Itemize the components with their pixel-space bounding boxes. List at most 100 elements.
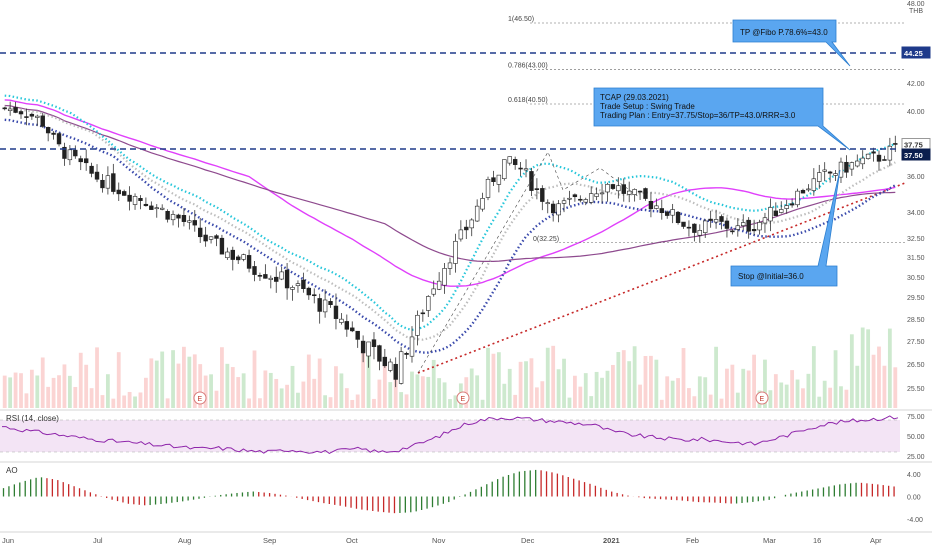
volume-bar (133, 396, 137, 408)
volume-bar (703, 377, 708, 408)
candle-body (301, 279, 306, 290)
volume-bar (317, 358, 322, 408)
volume-bar (404, 394, 409, 408)
candle-body (2, 107, 7, 110)
price-badge-box (901, 148, 931, 161)
candle-body (442, 268, 447, 286)
candle-body (757, 222, 762, 231)
candle-body (143, 203, 149, 207)
trendline-red (417, 182, 906, 374)
candle-body (154, 207, 159, 210)
volume-bar (773, 374, 778, 408)
volume-bar (594, 371, 599, 408)
volume-bar (502, 383, 507, 408)
candle-body (225, 251, 230, 259)
price-badge-label: 44.25 (904, 49, 923, 58)
candle-body (67, 149, 73, 161)
candle-body (692, 223, 697, 233)
volume-bar (687, 388, 691, 408)
volume-bar (779, 382, 784, 408)
candle-body (208, 236, 214, 240)
trade-plan-callout-line: TCAP (29.03.2021) (600, 93, 669, 102)
ma-dotted (4, 94, 896, 332)
candle-body (51, 132, 56, 135)
volume-bar (437, 378, 442, 408)
price-tick-label: 34.00 (907, 210, 925, 217)
candle-body (328, 301, 333, 305)
candle-body (40, 115, 45, 127)
volume-bar (453, 395, 458, 408)
trade-plan-callout-line: Trade Setup : Swing Trade (600, 102, 695, 111)
tp-callout-box (732, 19, 851, 67)
candle-body (545, 202, 550, 205)
price-badge: 44.25 (901, 46, 931, 59)
volume-bar (524, 361, 528, 408)
volume-bar (393, 370, 398, 408)
candle-body (616, 185, 621, 192)
trade-plan-callout-line: Trading Plan : Entry=37.75/Stop=36/TP=43… (600, 111, 796, 120)
volume-bar (127, 391, 132, 408)
ao-tick-label: 4.00 (907, 472, 921, 479)
candle-body (132, 196, 138, 205)
volume-bar (46, 386, 51, 408)
candle-body (556, 203, 561, 216)
volume-bar (214, 390, 219, 408)
volume-bar (752, 354, 756, 408)
candle-body (170, 214, 176, 221)
volume-bar (13, 372, 18, 408)
volume-bar (339, 373, 344, 408)
volume-bar (372, 398, 376, 408)
volume-bar (8, 377, 13, 408)
candle-body (621, 184, 626, 194)
volume-bar (811, 346, 816, 408)
volume-bar (241, 373, 246, 408)
candle-body (339, 318, 344, 323)
volume-bar (73, 386, 78, 408)
volume-bar (116, 352, 121, 408)
candle-body (241, 254, 246, 260)
candle-body (89, 165, 94, 174)
volume-bar (719, 398, 724, 408)
candle-body (268, 277, 274, 280)
volume-bar (306, 354, 311, 408)
candle-body (610, 184, 616, 189)
fib-label: 1(46.50) (508, 16, 534, 23)
candle-body (893, 143, 898, 145)
candle-body (62, 146, 67, 159)
volume-bar (361, 347, 366, 408)
candle-body (18, 111, 24, 115)
candle-body (415, 314, 420, 336)
horizontal-levels (0, 52, 900, 150)
volume-bar (220, 347, 224, 408)
volume-bar (725, 368, 729, 408)
volume-bar (801, 388, 805, 408)
volume-bar (105, 374, 110, 408)
volume-bar (627, 361, 632, 408)
candle-body (78, 158, 83, 163)
candle-body (626, 190, 632, 195)
volume-bar (692, 396, 697, 408)
candle-body (502, 159, 507, 179)
candle-body (833, 173, 838, 176)
currency-label: THB (909, 8, 923, 15)
candle-body (431, 288, 436, 295)
candle-body (246, 255, 252, 269)
candle-body (198, 227, 203, 238)
price-badge-box (901, 46, 931, 59)
candle-body (800, 189, 806, 194)
volume-bar (296, 392, 300, 408)
volume-bar (643, 356, 648, 408)
candle-body (746, 219, 751, 232)
candle-body (789, 203, 795, 206)
candle-body (779, 209, 784, 213)
price-tick-label: 48.00 (907, 1, 925, 8)
fibonacci-levels: 1(46.50) 0.786(43.00) 0.618(40.50) 0(32.25) (508, 16, 905, 244)
trendline (417, 182, 906, 374)
candle-body (388, 361, 393, 371)
volume-bar (887, 328, 892, 408)
candle-body (762, 217, 768, 224)
candle-body (393, 363, 398, 380)
volume-bar (29, 369, 34, 408)
candle-body (496, 174, 502, 185)
candle-body (768, 207, 773, 222)
